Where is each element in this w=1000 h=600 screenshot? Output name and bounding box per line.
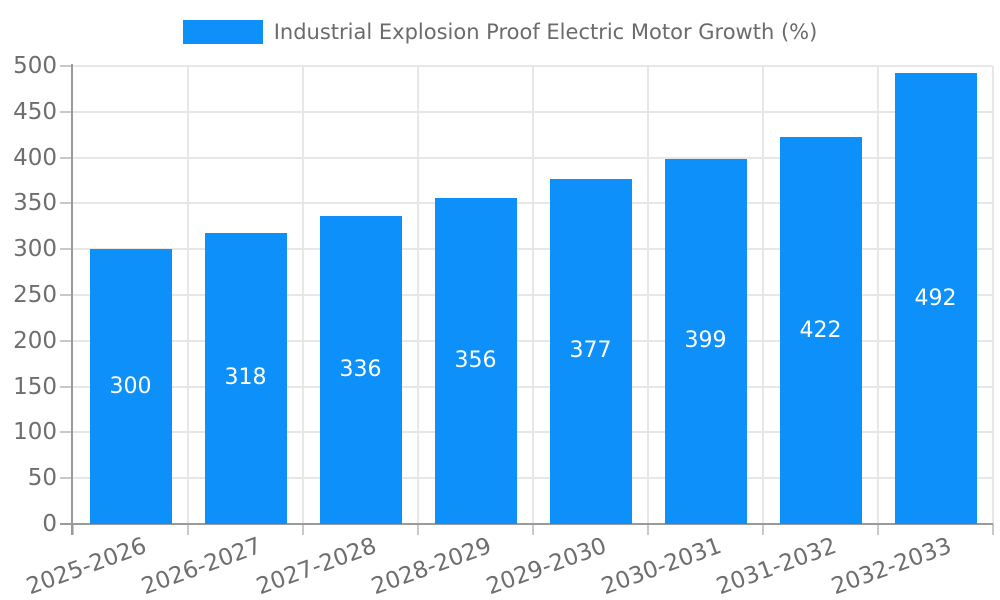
bar-value-label: 356 [454, 347, 497, 373]
v-gridline [647, 66, 649, 524]
x-axis-tick [532, 524, 534, 535]
plot-area: 0 50 100 150 200 250 300 350 400 450 500 300 2025-20… [13, 53, 994, 600]
bar-value-label: 300 [109, 373, 152, 399]
y-axis-tick-label: 350 [13, 190, 57, 217]
legend-swatch [182, 20, 263, 44]
y-axis-tick-label: 0 [42, 511, 57, 537]
x-axis-tick [417, 524, 419, 535]
bar-value-label: 422 [799, 317, 842, 343]
bar-value-label: 399 [684, 328, 727, 354]
y-axis-tick [60, 202, 72, 205]
bar-2027-2028 [319, 216, 402, 524]
x-axis-tick [72, 524, 74, 535]
y-axis-tick-label: 300 [13, 236, 57, 263]
v-gridline [187, 66, 189, 524]
y-axis-line [71, 64, 73, 535]
bar-value-label: 318 [224, 365, 267, 391]
y-axis-tick [60, 339, 72, 342]
y-axis-tick [60, 431, 72, 434]
y-axis-tick [60, 477, 72, 480]
bar-2032-2033 [894, 73, 977, 524]
bar-value-label: 377 [569, 338, 612, 364]
bar-2028-2029 [434, 197, 517, 524]
x-axis-tick [187, 524, 189, 535]
v-gridline [417, 66, 419, 524]
y-axis-tick-label: 150 [13, 373, 57, 400]
x-axis-tick [647, 524, 649, 535]
v-gridline [532, 66, 534, 524]
x-axis-tick [762, 524, 764, 535]
bar-2031-2032 [779, 137, 862, 524]
bar-2029-2030 [549, 178, 632, 524]
v-gridline [762, 66, 764, 524]
y-axis-tick-label: 450 [13, 98, 57, 125]
v-gridline [877, 66, 879, 524]
y-axis-tick-label: 50 [27, 465, 57, 492]
v-gridline [302, 66, 304, 524]
bar-2026-2027 [204, 232, 287, 524]
y-axis-tick-label: 200 [13, 327, 57, 354]
y-axis-tick [60, 385, 72, 388]
x-axis-tick [877, 524, 879, 535]
y-axis-tick-label: 400 [13, 144, 57, 171]
bar-value-label: 492 [914, 285, 957, 311]
legend-label: Industrial Explosion Proof Electric Moto… [273, 20, 818, 44]
y-axis-tick [60, 248, 72, 251]
bar-value-label: 336 [339, 357, 382, 383]
y-axis-tick-label: 100 [13, 419, 57, 446]
bar-2025-2026 [89, 249, 172, 524]
bar-2030-2031 [664, 158, 747, 524]
x-axis-tick [302, 524, 304, 535]
y-axis-tick-label: 500 [13, 53, 57, 79]
v-gridline [992, 66, 994, 524]
y-axis-tick [60, 65, 72, 67]
y-axis-tick-label: 250 [13, 282, 57, 308]
y-axis-tick [60, 294, 72, 296]
x-axis-line [60, 523, 993, 525]
y-axis-tick [60, 110, 72, 113]
x-axis-tick [992, 524, 994, 535]
y-axis-tick [60, 156, 72, 159]
chart-legend-item[interactable]: Industrial Explosion Proof Electric Moto… [0, 20, 1000, 44]
